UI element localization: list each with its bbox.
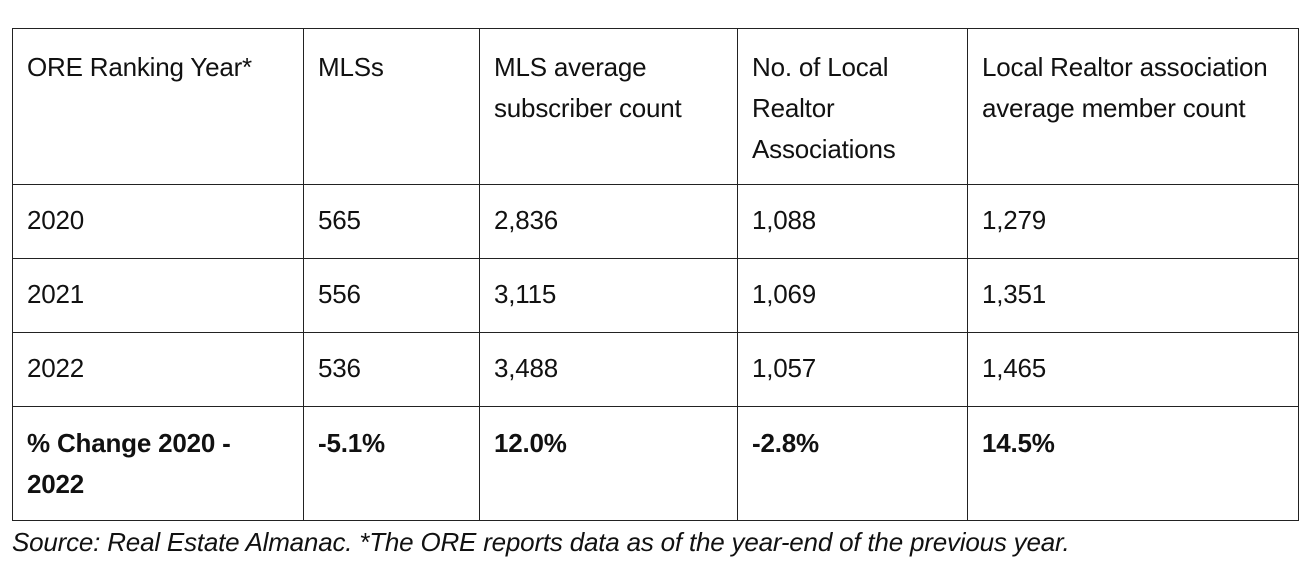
data-table: ORE Ranking Year* MLSs MLS average subsc… — [12, 28, 1299, 521]
table-cell: 1,088 — [737, 184, 968, 259]
table-cell: 2020 — [12, 184, 304, 259]
table-cell: 2,836 — [479, 184, 738, 259]
table-cell: 3,488 — [479, 332, 738, 407]
table-cell: 1,351 — [967, 258, 1299, 333]
table-cell: 1,057 — [737, 332, 968, 407]
header-cell-mlss: MLSs — [303, 28, 480, 185]
summary-cell: 12.0% — [479, 406, 738, 521]
summary-cell: 14.5% — [967, 406, 1299, 521]
table-cell: 1,069 — [737, 258, 968, 333]
table-cell: 565 — [303, 184, 480, 259]
table-cell: 2022 — [12, 332, 304, 407]
table-cell: 1,465 — [967, 332, 1299, 407]
table-cell: 556 — [303, 258, 480, 333]
table-row: 2021 556 3,115 1,069 1,351 — [12, 258, 1299, 333]
table-row: 2022 536 3,488 1,057 1,465 — [12, 332, 1299, 407]
table-row: 2020 565 2,836 1,088 1,279 — [12, 184, 1299, 259]
table-summary-row: % Change 2020 - 2022 -5.1% 12.0% -2.8% 1… — [12, 406, 1299, 521]
table-cell: 1,279 — [967, 184, 1299, 259]
summary-cell: -2.8% — [737, 406, 968, 521]
header-cell-mls-average-subscriber-count: MLS average subscriber count — [479, 28, 738, 185]
header-cell-ranking-year: ORE Ranking Year* — [12, 28, 304, 185]
table-header-row: ORE Ranking Year* MLSs MLS average subsc… — [12, 28, 1299, 185]
table-cell: 536 — [303, 332, 480, 407]
header-cell-local-realtor-associations: No. of Local Realtor Associations — [737, 28, 968, 185]
table-cell: 2021 — [12, 258, 304, 333]
summary-cell: -5.1% — [303, 406, 480, 521]
header-cell-association-average-member-count: Local Realtor association average member… — [967, 28, 1299, 185]
source-note: Source: Real Estate Almanac. *The ORE re… — [12, 527, 1070, 557]
table-cell: 3,115 — [479, 258, 738, 333]
summary-cell-label: % Change 2020 - 2022 — [12, 406, 304, 521]
